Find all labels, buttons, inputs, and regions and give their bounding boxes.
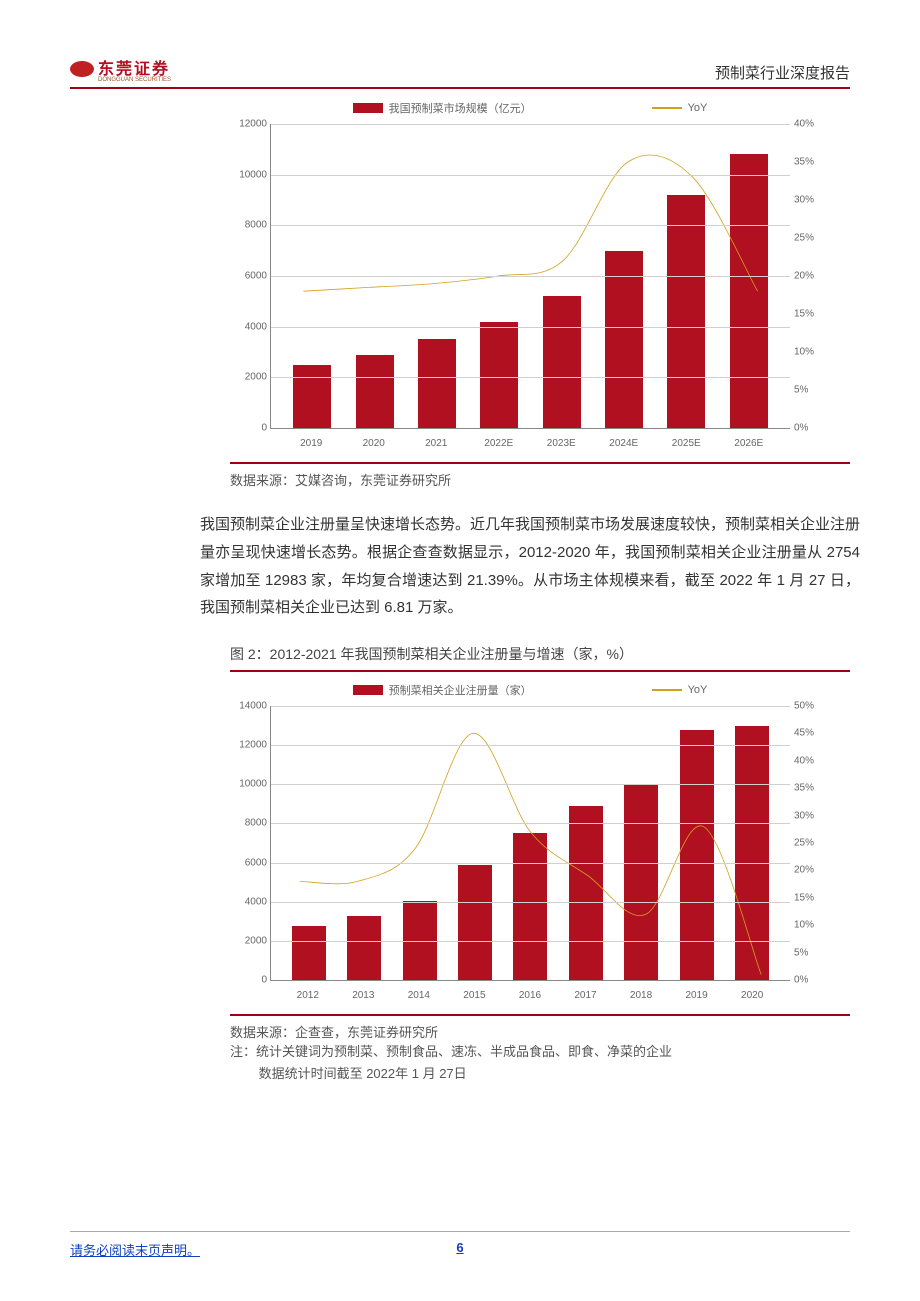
y-left-tick: 0 (233, 975, 267, 986)
x-tick: 2018 (624, 986, 658, 1006)
y-right-tick: 20% (794, 271, 824, 282)
bar (458, 865, 492, 980)
bar (513, 833, 547, 980)
y-left-tick: 10000 (233, 169, 267, 180)
y-left-tick: 6000 (233, 271, 267, 282)
x-tick: 2026E (730, 434, 768, 454)
y-right-tick: 25% (794, 233, 824, 244)
y-left-tick: 8000 (233, 818, 267, 829)
x-tick: 2016 (513, 986, 547, 1006)
bar (569, 806, 603, 980)
x-tick: 2019 (680, 986, 714, 1006)
legend-bar-label: 我国预制菜市场规模（亿元） (389, 100, 532, 116)
y-left-tick: 4000 (233, 321, 267, 332)
y-left-tick: 12000 (233, 740, 267, 751)
y-left-tick: 0 (233, 423, 267, 434)
y-right-tick: 15% (794, 309, 824, 320)
chart-2: 预制菜相关企业注册量（家） YoY 0200040006000800010000… (230, 682, 830, 1006)
y-right-tick: 20% (794, 865, 824, 876)
page-number: 6 (456, 1240, 463, 1255)
bar (347, 916, 381, 980)
chart-1: 我国预制菜市场规模（亿元） YoY 0200040006000800010000… (230, 100, 830, 454)
legend-line-label: YoY (688, 102, 708, 114)
y-left-tick: 14000 (233, 701, 267, 712)
bar (730, 154, 768, 428)
y-right-tick: 0% (794, 423, 824, 434)
page-header: 东莞证券 DONGGUAN SECURITIES 预制菜行业深度报告 (70, 55, 850, 89)
bar (667, 195, 705, 428)
footer-disclaimer-link[interactable]: 请务必阅读末页声明。 (70, 1240, 200, 1259)
chart-2-note-line1: 注：统计关键词为预制菜、预制食品、速冻、半成品食品、即食、净菜的企业 (230, 1041, 870, 1063)
body-paragraph: 我国预制菜企业注册量呈快速增长态势。近几年我国预制菜市场发展速度较快，预制菜相关… (200, 511, 860, 622)
chart-2-area: 020004000600080001000012000140000%5%10%1… (270, 706, 790, 1006)
legend-bar-swatch (353, 103, 383, 113)
y-right-tick: 15% (794, 892, 824, 903)
x-tick: 2012 (291, 986, 325, 1006)
logo: 东莞证券 DONGGUAN SECURITIES (70, 55, 171, 83)
y-left-tick: 10000 (233, 779, 267, 790)
y-left-tick: 12000 (233, 119, 267, 130)
y-left-tick: 2000 (233, 935, 267, 946)
legend-bar-swatch (353, 685, 383, 695)
x-tick: 2020 (355, 434, 393, 454)
x-tick: 2020 (735, 986, 769, 1006)
x-tick: 2021 (417, 434, 455, 454)
chart-1-source: 数据来源：艾媒咨询，东莞证券研究所 (230, 462, 850, 489)
chart-2-source: 数据来源：企查查，东莞证券研究所 (230, 1014, 850, 1041)
x-tick: 2025E (667, 434, 705, 454)
bar (680, 730, 714, 981)
legend-line-swatch (652, 107, 682, 109)
x-tick: 2019 (292, 434, 330, 454)
y-right-tick: 35% (794, 157, 824, 168)
figure-2-title: 图 2：2012-2021 年我国预制菜相关企业注册量与增速（家，%） (230, 644, 850, 672)
x-tick: 2024E (605, 434, 643, 454)
y-right-tick: 35% (794, 783, 824, 794)
y-right-tick: 30% (794, 810, 824, 821)
bar (735, 726, 769, 980)
legend-line-swatch (652, 689, 682, 691)
legend-bar-label: 预制菜相关企业注册量（家） (389, 682, 532, 698)
bar (418, 339, 456, 428)
doc-title: 预制菜行业深度报告 (715, 62, 850, 83)
y-right-tick: 10% (794, 920, 824, 931)
y-left-tick: 2000 (233, 372, 267, 383)
x-tick: 2015 (457, 986, 491, 1006)
page-footer: 请务必阅读末页声明。 6 (70, 1231, 850, 1259)
logo-icon (70, 61, 94, 77)
logo-subtext: DONGGUAN SECURITIES (98, 77, 171, 83)
y-right-tick: 5% (794, 385, 824, 396)
bar (292, 926, 326, 980)
y-right-tick: 5% (794, 947, 824, 958)
bar (293, 365, 331, 428)
y-right-tick: 40% (794, 755, 824, 766)
chart-1-legend: 我国预制菜市场规模（亿元） YoY (230, 100, 830, 116)
chart-2-note-line2: 数据统计时间截至 2022年 1 月 27日 (230, 1063, 870, 1085)
bar (543, 296, 581, 428)
x-tick: 2013 (346, 986, 380, 1006)
y-right-tick: 10% (794, 347, 824, 358)
chart-1-area: 0200040006000800010000120000%5%10%15%20%… (270, 124, 790, 454)
x-tick: 2023E (542, 434, 580, 454)
x-tick: 2022E (480, 434, 518, 454)
bar (356, 355, 394, 428)
x-tick: 2017 (569, 986, 603, 1006)
y-right-tick: 45% (794, 728, 824, 739)
x-tick: 2014 (402, 986, 436, 1006)
y-left-tick: 8000 (233, 220, 267, 231)
y-right-tick: 40% (794, 119, 824, 130)
y-right-tick: 0% (794, 975, 824, 986)
y-right-tick: 25% (794, 838, 824, 849)
bar (624, 784, 658, 980)
y-left-tick: 6000 (233, 857, 267, 868)
y-right-tick: 50% (794, 701, 824, 712)
bar (480, 322, 518, 428)
chart-2-legend: 预制菜相关企业注册量（家） YoY (230, 682, 830, 698)
y-left-tick: 4000 (233, 896, 267, 907)
legend-line-label: YoY (688, 684, 708, 696)
logo-text: 东莞证券 (98, 61, 170, 78)
y-right-tick: 30% (794, 195, 824, 206)
bar (605, 251, 643, 428)
